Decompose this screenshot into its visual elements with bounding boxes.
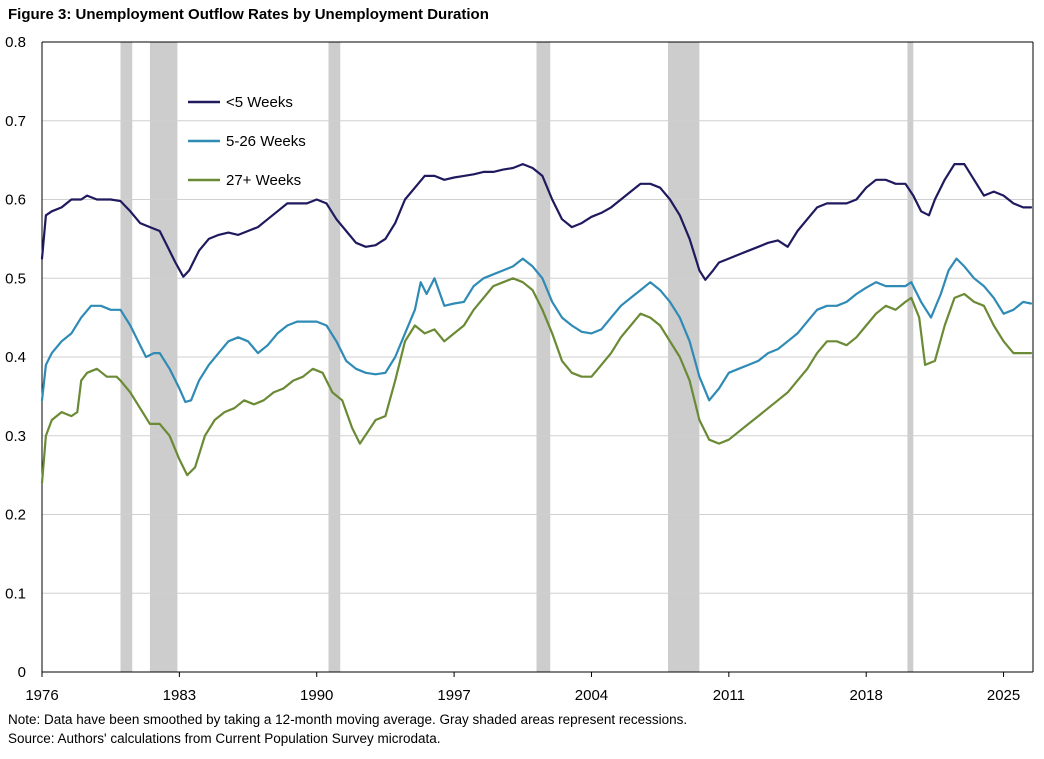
x-tick-label: 1997 xyxy=(437,687,470,704)
y-tick-label: 0.2 xyxy=(5,507,26,524)
legend: <5 Weeks 5-26 Weeks 27+ Weeks xyxy=(188,94,306,189)
axes: 0 0.1 0.2 0.3 0.4 0.5 0.6 0.7 0.8 1976 1983 1990 199… xyxy=(5,34,1034,704)
legend-label: 5-26 Weeks xyxy=(226,133,306,150)
x-tick-label: 1990 xyxy=(300,687,333,704)
x-tick-label: 2025 xyxy=(987,687,1020,704)
figure-notes: Note: Data have been smoothed by taking … xyxy=(8,710,687,748)
chart-svg: 0 0.1 0.2 0.3 0.4 0.5 0.6 0.7 0.8 1976 1983 1990 199… xyxy=(5,34,1034,704)
series-line xyxy=(40,257,1033,403)
y-tick-label: 0.4 xyxy=(5,349,26,366)
x-tick-label: 2011 xyxy=(713,687,745,704)
y-tick-label: 0.8 xyxy=(5,34,26,51)
y-tick-label: 0.5 xyxy=(5,270,26,287)
y-tick-label: 0 xyxy=(18,664,26,681)
source-text: Source: Authors' calculations from Curre… xyxy=(8,731,441,746)
y-tick-label: 0.3 xyxy=(5,428,26,445)
y-tick-label: 0.6 xyxy=(5,192,26,209)
x-tick-label: 2018 xyxy=(850,687,883,704)
x-tick-label: 2004 xyxy=(575,687,608,704)
y-tick-label: 0.1 xyxy=(5,585,26,602)
note-text: Note: Data have been smoothed by taking … xyxy=(8,712,688,727)
y-tick-label: 0.7 xyxy=(5,113,26,130)
x-tick-label: 1983 xyxy=(163,687,196,704)
series-lines xyxy=(40,163,1033,485)
chart-title: Figure 3: Unemployment Outflow Rates by … xyxy=(8,6,489,23)
series-line xyxy=(40,277,1033,485)
legend-label: 27+ Weeks xyxy=(226,172,301,189)
series-line xyxy=(40,163,1033,281)
x-tick-label: 1976 xyxy=(25,687,58,704)
legend-label: <5 Weeks xyxy=(226,94,293,111)
